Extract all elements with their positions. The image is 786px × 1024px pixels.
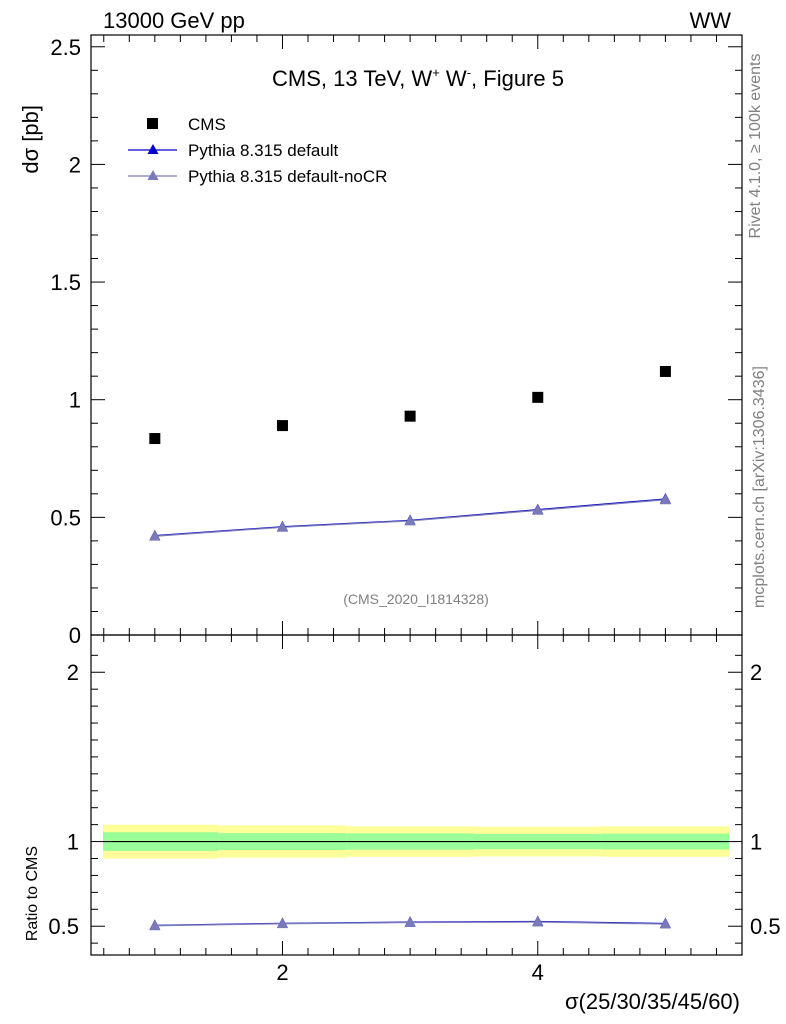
title-sup-plus: + [432, 65, 440, 80]
ratio-tick-label-left: 2 [67, 660, 79, 685]
cms-point [404, 410, 416, 422]
legend-default-label: Pythia 8.315 default [188, 141, 339, 160]
title-sup-minus: - [467, 65, 471, 80]
rivet-label: Rivet 4.1.0, ≥ 100k events [747, 54, 764, 239]
title-mid: W [440, 66, 467, 91]
y-tick-label: 0.5 [50, 505, 81, 530]
ratio-ticks: 0.5 0.5 1 1 2 2 2 4 [48, 635, 781, 985]
chart-title: CMS, 13 TeV, W+ W-, Figure 5 [272, 65, 564, 91]
x-axis-label: σ(25/30/35/45/60) [565, 989, 740, 1014]
ratio-point-2 [532, 915, 544, 927]
ratio-tick-label-right: 0.5 [750, 914, 781, 939]
ratio-point-2 [659, 918, 671, 929]
y-tick-label: 1 [69, 388, 81, 413]
mcplots-label: mcplots.cern.ch [arXiv:1306.3436] [751, 366, 768, 608]
energy-label: 13000 GeV pp [103, 8, 245, 33]
title-end: , Figure 5 [471, 66, 564, 91]
ratio-point-2 [149, 919, 161, 931]
legend-cms-label: CMS [188, 115, 226, 134]
mc-point-2 [532, 504, 544, 515]
y-tick-label: 1.5 [50, 270, 81, 295]
legend-nocr-label: Pythia 8.315 default-noCR [188, 167, 387, 186]
mc-point-2 [404, 514, 416, 526]
title-main: CMS, 13 TeV, W [272, 66, 432, 91]
main-panel: 0 0.5 1 1.5 2 2.5 CMS, 13 TeV, W+ W-, Figure … [50, 34, 743, 648]
cms-point [276, 420, 288, 432]
cms-point [659, 365, 671, 377]
legend: CMS Pythia 8.315 default Pythia 8.315 de… [128, 115, 387, 186]
legend-nocr-marker [147, 170, 159, 180]
ratio-point-2 [276, 917, 288, 929]
ratio-tick-label-right: 2 [750, 660, 762, 685]
ratio-point-2 [404, 916, 416, 927]
ratio-tick-label-left: 1 [67, 830, 79, 855]
x-tick-label: 2 [276, 960, 288, 985]
cms-point [149, 433, 161, 445]
analysis-id: (CMS_2020_I1814328) [343, 591, 489, 607]
y-axis-label-ratio: Ratio to CMS [24, 846, 41, 941]
mc-point-2 [276, 521, 288, 532]
legend-cms-marker [147, 118, 158, 129]
cms-point [532, 391, 544, 403]
mc-point-2 [149, 530, 161, 541]
y-tick-label: 0 [69, 623, 81, 648]
ratio-tick-label-right: 1 [750, 830, 762, 855]
ratio-tick-label-left: 0.5 [48, 914, 79, 939]
main-ticks: 0 0.5 1 1.5 2 2.5 [50, 35, 742, 648]
process-label: WW [689, 8, 731, 33]
ratio-frame [90, 634, 743, 956]
y-tick-label: 2 [69, 152, 81, 177]
mc-point-2 [659, 493, 671, 505]
ratio-panel: 0.5 0.5 1 1 2 2 2 4 [48, 634, 781, 985]
y-tick-label: 2.5 [50, 35, 81, 60]
x-tick-label: 4 [532, 960, 544, 985]
y-axis-label-main: dσ [pb] [18, 105, 43, 174]
legend-default-marker [147, 144, 159, 154]
